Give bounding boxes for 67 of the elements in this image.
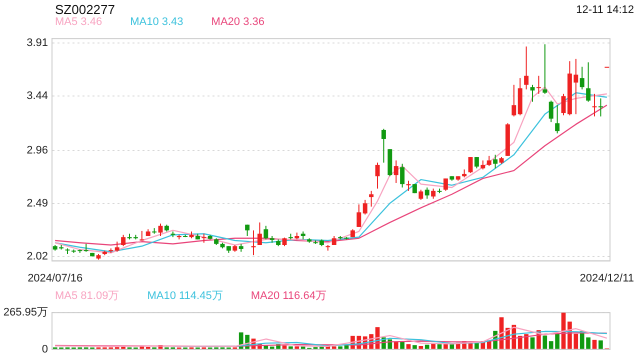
bar — [394, 341, 398, 349]
candlestick — [114, 241, 120, 252]
bar — [418, 346, 424, 349]
candlestick — [356, 204, 362, 228]
candlestick — [424, 186, 430, 200]
candlestick — [580, 66, 584, 90]
candlestick — [561, 93, 566, 116]
bar — [294, 346, 300, 349]
y-tick-label: 265.95万 — [3, 306, 48, 319]
y-tick-label: 2.49 — [26, 197, 48, 210]
bar — [437, 344, 442, 349]
candlestick — [512, 84, 516, 117]
y-tick-label: 3.91 — [26, 37, 48, 50]
candlestick — [431, 188, 436, 200]
candlestick — [548, 100, 554, 123]
candlestick — [394, 160, 398, 184]
candlestick — [400, 163, 405, 188]
candlestick — [536, 75, 541, 94]
y-tick-label: 2.02 — [26, 250, 48, 262]
y-tick-label: 2.96 — [26, 144, 48, 156]
candlestick — [598, 98, 603, 117]
candlestick — [362, 199, 368, 216]
x-tick-label: 2024/12/11 — [580, 272, 634, 284]
candlestick — [264, 225, 268, 240]
candlestick — [493, 154, 498, 169]
candlestick — [530, 84, 535, 102]
candlestick — [474, 156, 479, 169]
candlestick — [202, 233, 206, 244]
candlestick — [555, 104, 560, 134]
bar — [406, 344, 411, 349]
y-tick-label: 3.44 — [26, 90, 48, 102]
y-tick-label: 0 — [42, 343, 48, 356]
text: MA5 3.46 — [55, 16, 102, 28]
bar — [598, 340, 603, 349]
candlestick — [140, 230, 144, 241]
candlestick — [480, 160, 486, 170]
x-tick-label: 2024/07/16 — [28, 272, 83, 284]
candlestick — [468, 156, 473, 174]
candlestick — [245, 224, 250, 236]
bar — [412, 345, 417, 349]
bar — [542, 336, 548, 349]
candlestick — [381, 128, 386, 164]
candlestick — [524, 46, 529, 90]
text: MA5 81.09万 — [55, 290, 120, 302]
text: MA20 3.36 — [211, 16, 264, 28]
chart-title: SZ002277 — [55, 2, 115, 17]
bar — [592, 340, 597, 349]
text: MA10 3.43 — [130, 16, 184, 28]
text: MA20 116.64万 — [250, 290, 326, 302]
candlestick — [121, 234, 126, 247]
bar — [282, 346, 287, 349]
text: MA10 114.45万 — [147, 290, 223, 302]
bar — [288, 346, 293, 349]
candlestick — [443, 178, 448, 192]
candlestick — [542, 44, 548, 94]
candlestick — [251, 230, 256, 256]
candlestick — [586, 62, 591, 102]
bar — [332, 346, 336, 349]
candlestick — [257, 222, 262, 246]
bar — [400, 341, 404, 349]
bar — [424, 344, 430, 349]
candlestick — [486, 155, 492, 167]
bar — [338, 346, 342, 349]
bar — [530, 337, 535, 349]
candlestick — [369, 190, 374, 208]
candlestick — [418, 189, 424, 200]
text: 12-11 14:12 — [576, 4, 634, 16]
